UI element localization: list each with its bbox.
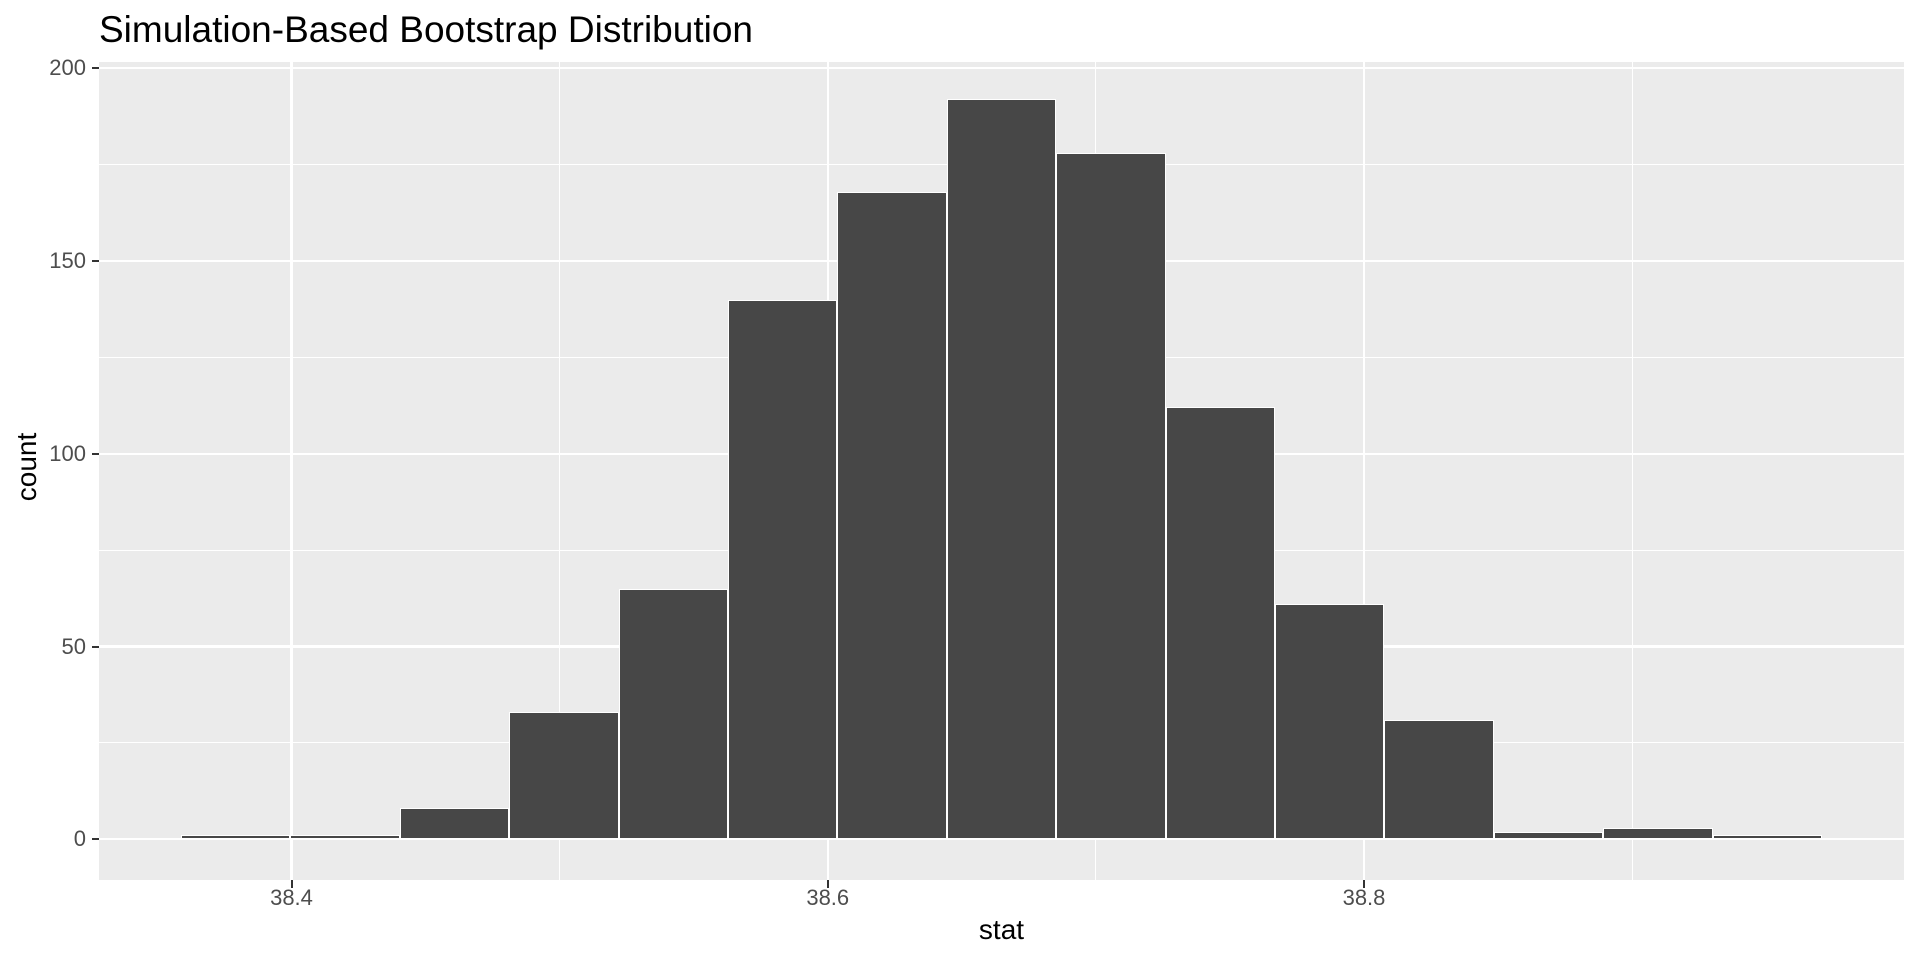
y-tick-label: 200 [49,55,86,81]
x-tick-mark [826,880,829,888]
plot-title: Simulation-Based Bootstrap Distribution [99,9,753,50]
histogram-bar [399,808,510,840]
x-minor-gridline [559,62,561,880]
histogram-bar [181,835,291,840]
histogram-bar [509,712,619,840]
histogram-bar [1493,831,1604,840]
x-tick-label: 38.8 [1342,885,1386,910]
histogram-bar [837,191,947,840]
x-axis-title: stat [978,914,1025,945]
x-tick-label: 38.4 [270,885,313,910]
y-tick-label: 50 [61,633,86,659]
x-tick-mark [1363,880,1365,888]
histogram-bar [1165,407,1275,840]
y-tick-label: 0 [73,826,86,852]
y-tick-mark [92,259,99,262]
histogram-bar [728,299,838,840]
histogram-bar [1603,827,1713,840]
y-tick-label: 150 [49,247,86,273]
y-major-gridline [99,838,1904,841]
x-tick-mark [290,880,293,888]
y-tick-mark [92,645,99,648]
histogram-bar [946,99,1057,840]
histogram-bar [1274,604,1385,840]
x-major-gridline [290,62,293,880]
y-tick-mark [92,452,99,455]
x-tick-label: 38.6 [806,885,850,910]
histogram-bar [1056,152,1166,840]
y-major-gridline [99,66,1904,70]
histogram-bar [618,588,728,840]
histogram-bar [1712,835,1822,840]
y-tick-mark [92,67,99,70]
x-major-gridline [1362,62,1366,880]
y-tick-label: 100 [49,440,86,466]
y-axis-title: count [11,432,42,502]
x-minor-gridline [1631,62,1633,880]
histogram-bar [290,835,400,840]
histogram-bar [1384,719,1494,840]
y-tick-mark [92,838,99,841]
